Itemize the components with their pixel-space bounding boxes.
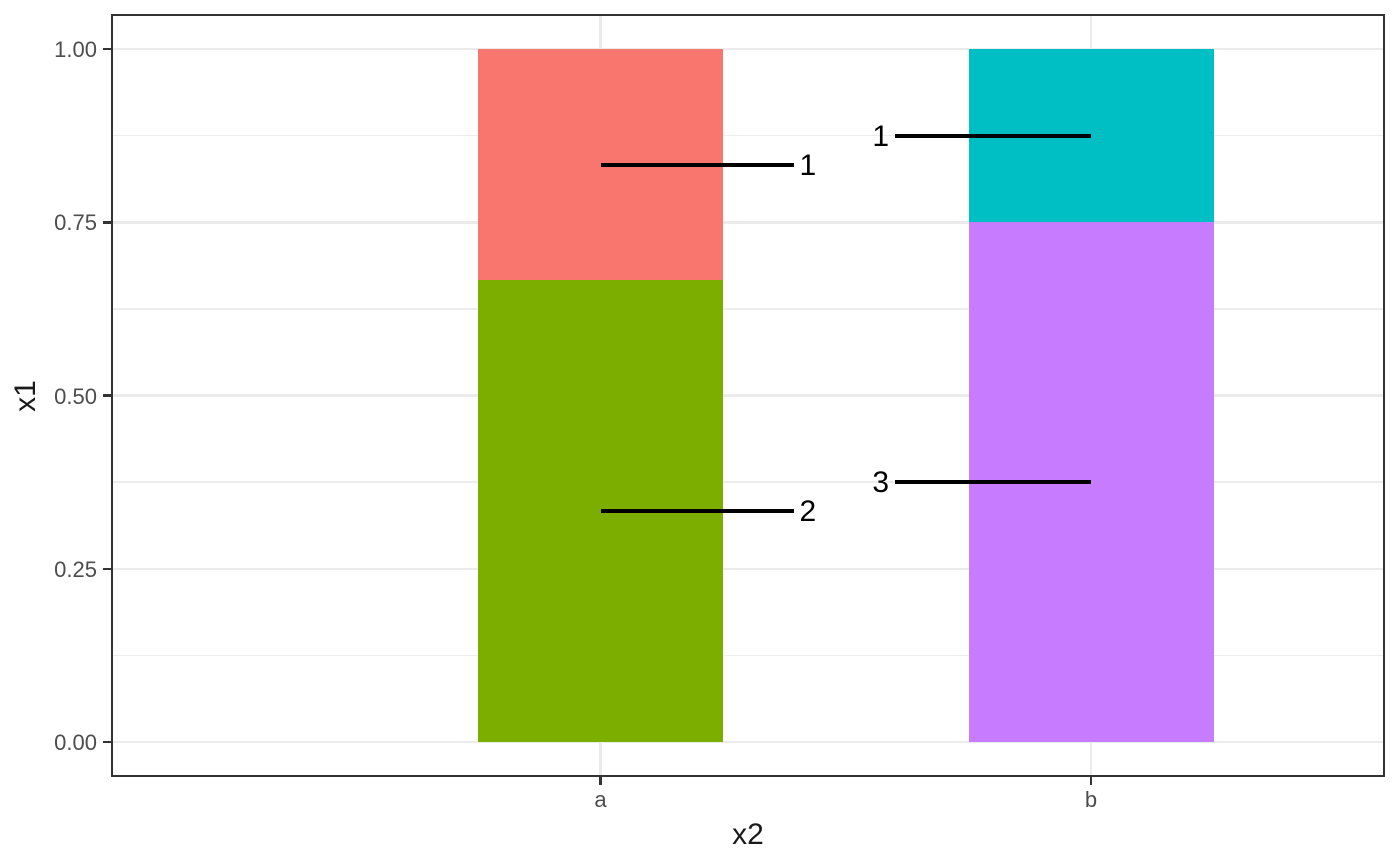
gridline-major-y-0.50 [111,394,1385,397]
gridline-major-y-0.00 [111,740,1385,744]
y-tick-label-0.75: 0.75 [54,210,97,236]
y-tick-mark [103,221,111,224]
x-tick-label-b: b [1084,787,1098,812]
y-tick-label-1.00: 1.00 [54,36,97,62]
annotation-label: 2 [799,495,817,529]
y-tick-label-0.00: 0.00 [54,729,97,755]
gridline-minor-y [111,134,1385,137]
leader-line [600,509,794,514]
y-tick-mark [103,394,111,397]
panel-border [111,14,1385,777]
y-tick-label-0.25: 0.25 [54,556,97,582]
x-tick-mark [599,777,602,785]
y-tick-mark [103,567,111,570]
gridline-minor-y [111,481,1385,483]
y-axis-title: x1 [9,380,42,412]
gridline-major-y-0.75 [111,221,1385,224]
annotation-label: 3 [872,466,889,500]
annotation-label: 1 [799,148,817,182]
gridline-major-y-0.25 [111,567,1385,570]
gridline-major-y-1.00 [111,47,1385,51]
x-axis-title: x2 [732,818,764,851]
y-tick-mark [103,47,111,51]
leader-line [895,480,1091,485]
gridline-minor-y [111,654,1385,657]
x-tick-label-a: a [594,787,607,812]
leader-line [895,133,1091,138]
y-tick-mark [103,740,111,744]
gridline-minor-y [111,308,1385,310]
leader-line [600,162,794,167]
annotation-label: 1 [872,119,889,153]
x-tick-mark [1089,777,1093,785]
y-tick-label-0.50: 0.50 [54,383,97,409]
